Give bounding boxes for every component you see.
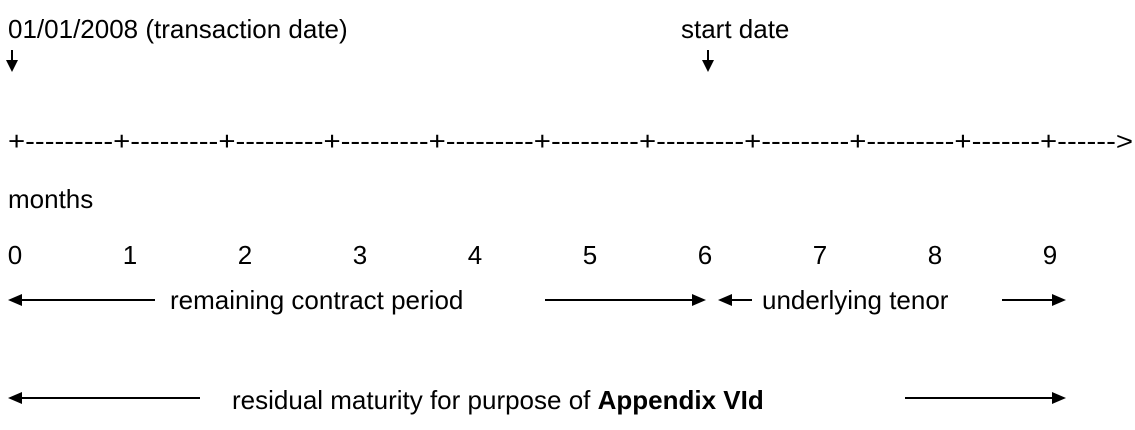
axis-label: months — [8, 184, 93, 214]
month-tick: 1 — [123, 240, 137, 270]
month-tick: 0 — [8, 240, 22, 270]
residual-right-arrow — [905, 392, 1066, 404]
transaction-arrow — [6, 50, 18, 72]
month-tick: 3 — [353, 240, 367, 270]
month-tick: 4 — [468, 240, 482, 270]
contract-right-arrow — [545, 294, 706, 306]
transaction-date-label: 01/01/2008 (transaction date) — [8, 14, 348, 44]
residual-bold: Appendix VId — [598, 385, 764, 415]
tenor-label: underlying tenor — [762, 285, 949, 315]
timeline-text: +---------+---------+---------+---------… — [8, 126, 1133, 156]
month-tick: 5 — [583, 240, 597, 270]
residual-label: residual maturity for purpose of Appendi… — [232, 385, 764, 415]
start-date-label: start date — [681, 14, 789, 44]
tenor-right-arrow — [1002, 294, 1066, 306]
start-arrow — [702, 50, 714, 72]
month-tick: 2 — [238, 240, 252, 270]
contract-period-label: remaining contract period — [170, 285, 463, 315]
month-tick: 8 — [928, 240, 942, 270]
tenor-left-arrow — [718, 294, 752, 306]
month-ticks: 0 1 2 3 4 5 6 7 8 9 — [8, 240, 1057, 270]
month-tick: 6 — [698, 240, 712, 270]
residual-text: residual maturity for purpose of — [232, 385, 591, 415]
contract-left-arrow — [8, 294, 155, 306]
residual-left-arrow — [8, 392, 200, 404]
month-tick: 7 — [813, 240, 827, 270]
month-tick: 9 — [1043, 240, 1057, 270]
